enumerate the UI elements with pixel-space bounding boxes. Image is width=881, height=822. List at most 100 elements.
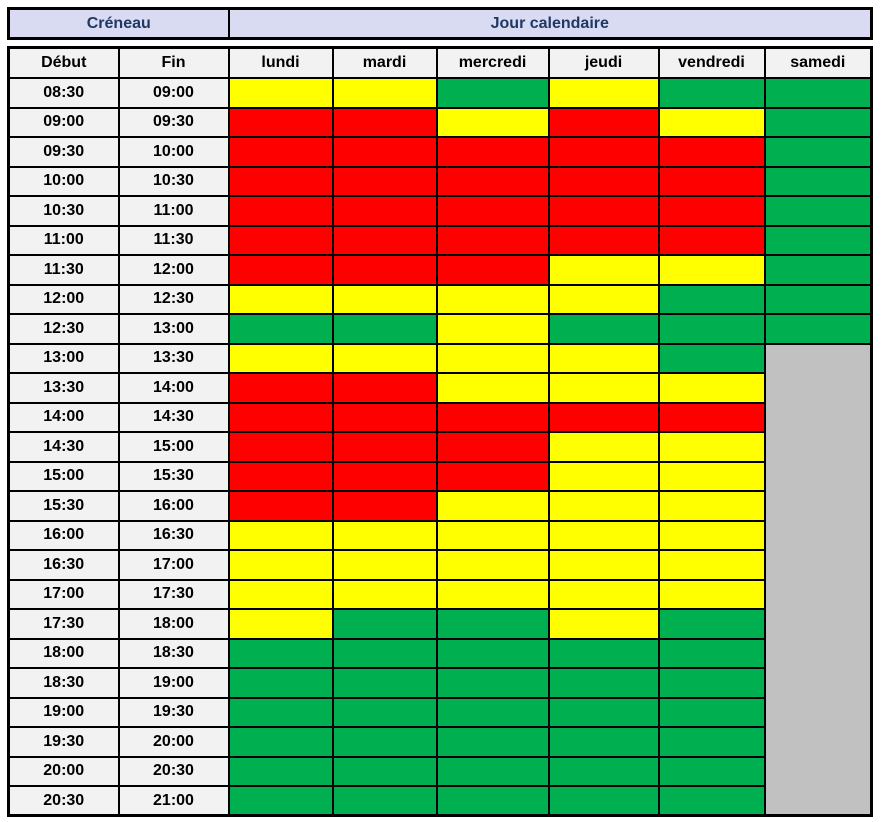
start-time-cell: 11:00 — [7, 224, 120, 256]
start-time-cell: 18:00 — [7, 637, 120, 669]
table-row: 09:00 09:30 — [7, 106, 874, 138]
slot-cell-jeudi-13:00 — [547, 342, 660, 374]
slot-cell-vendredi-11:00 — [657, 224, 766, 256]
end-time-cell: 16:00 — [117, 490, 230, 522]
slot-cell-jeudi-17:30 — [547, 608, 660, 640]
slot-cell-vendredi-11:30 — [657, 254, 766, 286]
slot-cell-mercredi-16:00 — [435, 519, 550, 551]
table-row: 16:30 17:00 — [7, 549, 872, 581]
slot-cell-vendredi-12:30 — [657, 313, 766, 345]
day-header-lundi: lundi — [227, 46, 334, 79]
start-time-cell: 12:30 — [7, 313, 120, 345]
slot-cell-vendredi-15:00 — [657, 460, 766, 492]
slot-cell-samedi-11:30 — [763, 254, 874, 286]
start-time-cell: 20:30 — [7, 785, 120, 817]
slot-cell-mardi-15:00 — [331, 460, 438, 492]
slot-cell-lundi-14:00 — [227, 401, 334, 433]
slot-cell-mercredi-17:30 — [435, 608, 550, 640]
end-time-cell: 12:30 — [117, 283, 230, 315]
day-header-jeudi: jeudi — [547, 46, 660, 79]
day-header-mercredi: mercredi — [435, 46, 550, 79]
start-time-cell: 20:00 — [7, 755, 120, 787]
slot-cell-vendredi-14:30 — [657, 431, 766, 463]
table-row: 08:30 09:00 — [7, 77, 874, 109]
end-time-cell: 20:30 — [117, 755, 230, 787]
slot-cell-jeudi-14:00 — [547, 401, 660, 433]
slot-cell-lundi-09:30 — [227, 136, 334, 168]
slot-cell-mercredi-14:00 — [435, 401, 550, 433]
table-row: 17:30 18:00 — [7, 608, 872, 640]
table-row: 10:00 10:30 — [7, 165, 874, 197]
slot-cell-mardi-10:00 — [331, 165, 438, 197]
slot-cell-vendredi-12:00 — [657, 283, 766, 315]
slot-cell-lundi-18:00 — [227, 637, 334, 669]
start-time-cell: 17:00 — [7, 578, 120, 610]
slot-cell-mercredi-12:30 — [435, 313, 550, 345]
slot-cell-mardi-15:30 — [331, 490, 438, 522]
end-time-cell: 12:00 — [117, 254, 230, 286]
slot-cell-samedi-08:30 — [763, 77, 874, 109]
schedule-table: Créneau Jour calendaire Début Fin lundi m… — [7, 7, 874, 817]
day-header-vendredi: vendredi — [657, 46, 766, 79]
slot-cell-lundi-19:00 — [227, 696, 334, 728]
slot-cell-mardi-12:30 — [331, 313, 438, 345]
slot-cell-vendredi-20:30 — [657, 785, 766, 817]
slot-cell-mercredi-09:00 — [435, 106, 550, 138]
slot-cell-lundi-11:30 — [227, 254, 334, 286]
slot-cell-jeudi-18:30 — [547, 667, 660, 699]
day-header-samedi: samedi — [763, 46, 874, 79]
slot-cell-samedi-12:00 — [763, 283, 874, 315]
slot-cell-mardi-08:30 — [331, 77, 438, 109]
slot-cell-mercredi-18:30 — [435, 667, 550, 699]
slot-cell-jeudi-12:30 — [547, 313, 660, 345]
start-time-cell: 09:00 — [7, 106, 120, 138]
table-row: 18:00 18:30 — [7, 637, 872, 669]
start-time-cell: 12:00 — [7, 283, 120, 315]
slot-cell-jeudi-19:30 — [547, 726, 660, 758]
slot-cell-vendredi-17:30 — [657, 608, 766, 640]
end-time-cell: 21:00 — [117, 785, 230, 817]
slot-cell-mercredi-14:30 — [435, 431, 550, 463]
slot-cell-mardi-16:00 — [331, 519, 438, 551]
slot-cell-mercredi-11:30 — [435, 254, 550, 286]
slot-cell-samedi-12:30 — [763, 313, 874, 345]
table-row: 19:30 20:00 — [7, 726, 872, 758]
slot-cell-mardi-19:00 — [331, 696, 438, 728]
table-row: 15:00 15:30 — [7, 460, 872, 492]
slot-cell-jeudi-10:30 — [547, 195, 660, 227]
slot-cell-lundi-09:00 — [227, 106, 334, 138]
table-row: 13:30 14:00 — [7, 372, 872, 404]
end-time-cell: 19:00 — [117, 667, 230, 699]
slot-cell-lundi-11:00 — [227, 224, 334, 256]
start-time-cell: 09:30 — [7, 136, 120, 168]
slot-cell-jeudi-19:00 — [547, 696, 660, 728]
start-time-cell: 17:30 — [7, 608, 120, 640]
slot-cell-mercredi-19:30 — [435, 726, 550, 758]
slot-cell-lundi-12:00 — [227, 283, 334, 315]
table-row: 12:00 12:30 — [7, 283, 874, 315]
slot-cell-lundi-10:30 — [227, 195, 334, 227]
start-time-cell: 19:30 — [7, 726, 120, 758]
slot-cell-mardi-12:00 — [331, 283, 438, 315]
slot-cell-mercredi-20:30 — [435, 785, 550, 817]
slot-cell-mardi-18:00 — [331, 637, 438, 669]
slot-cell-jeudi-10:00 — [547, 165, 660, 197]
start-time-cell: 18:30 — [7, 667, 120, 699]
slot-cell-vendredi-13:00 — [657, 342, 766, 374]
end-time-cell: 18:30 — [117, 637, 230, 669]
end-time-cell: 15:00 — [117, 431, 230, 463]
slot-cell-jeudi-08:30 — [547, 77, 660, 109]
start-time-cell: 16:30 — [7, 549, 120, 581]
slot-cell-lundi-15:00 — [227, 460, 334, 492]
slot-cell-mercredi-10:00 — [435, 165, 550, 197]
slot-cell-mercredi-10:30 — [435, 195, 550, 227]
slot-cell-vendredi-09:00 — [657, 106, 766, 138]
slot-cell-mardi-19:30 — [331, 726, 438, 758]
slot-cell-vendredi-08:30 — [657, 77, 766, 109]
slot-cell-vendredi-10:00 — [657, 165, 766, 197]
start-time-cell: 13:30 — [7, 372, 120, 404]
table-row: 12:30 13:00 — [7, 313, 874, 345]
end-time-cell: 09:30 — [117, 106, 230, 138]
slot-cell-jeudi-13:30 — [547, 372, 660, 404]
slot-cell-mardi-11:00 — [331, 224, 438, 256]
